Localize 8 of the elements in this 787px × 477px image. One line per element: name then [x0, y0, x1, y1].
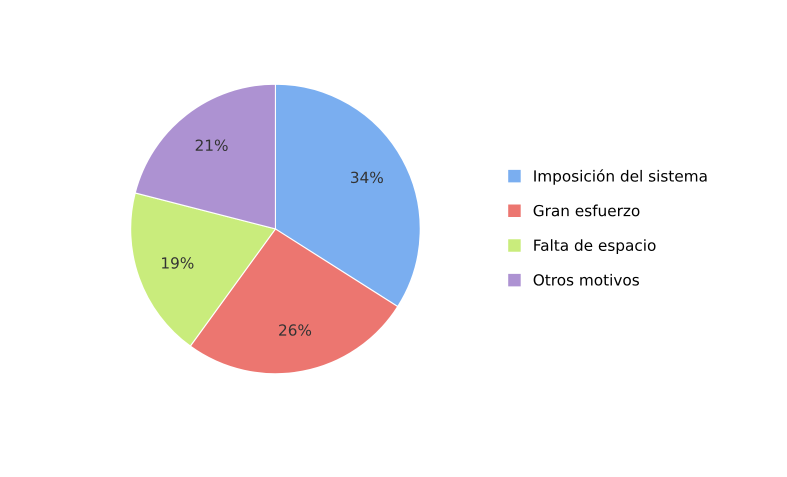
data-label: 21%: [196, 139, 228, 152]
data-label: 34%: [351, 172, 383, 184]
data-label: 19%: [162, 257, 194, 269]
legend-label: Gran esfuerzo: [534, 204, 640, 216]
legend-label: Otros motivos: [534, 274, 639, 286]
legend-label: Imposición del sistema: [534, 169, 707, 185]
legend-label: Falta de espacio: [534, 239, 656, 254]
data-label: 26%: [279, 324, 312, 336]
